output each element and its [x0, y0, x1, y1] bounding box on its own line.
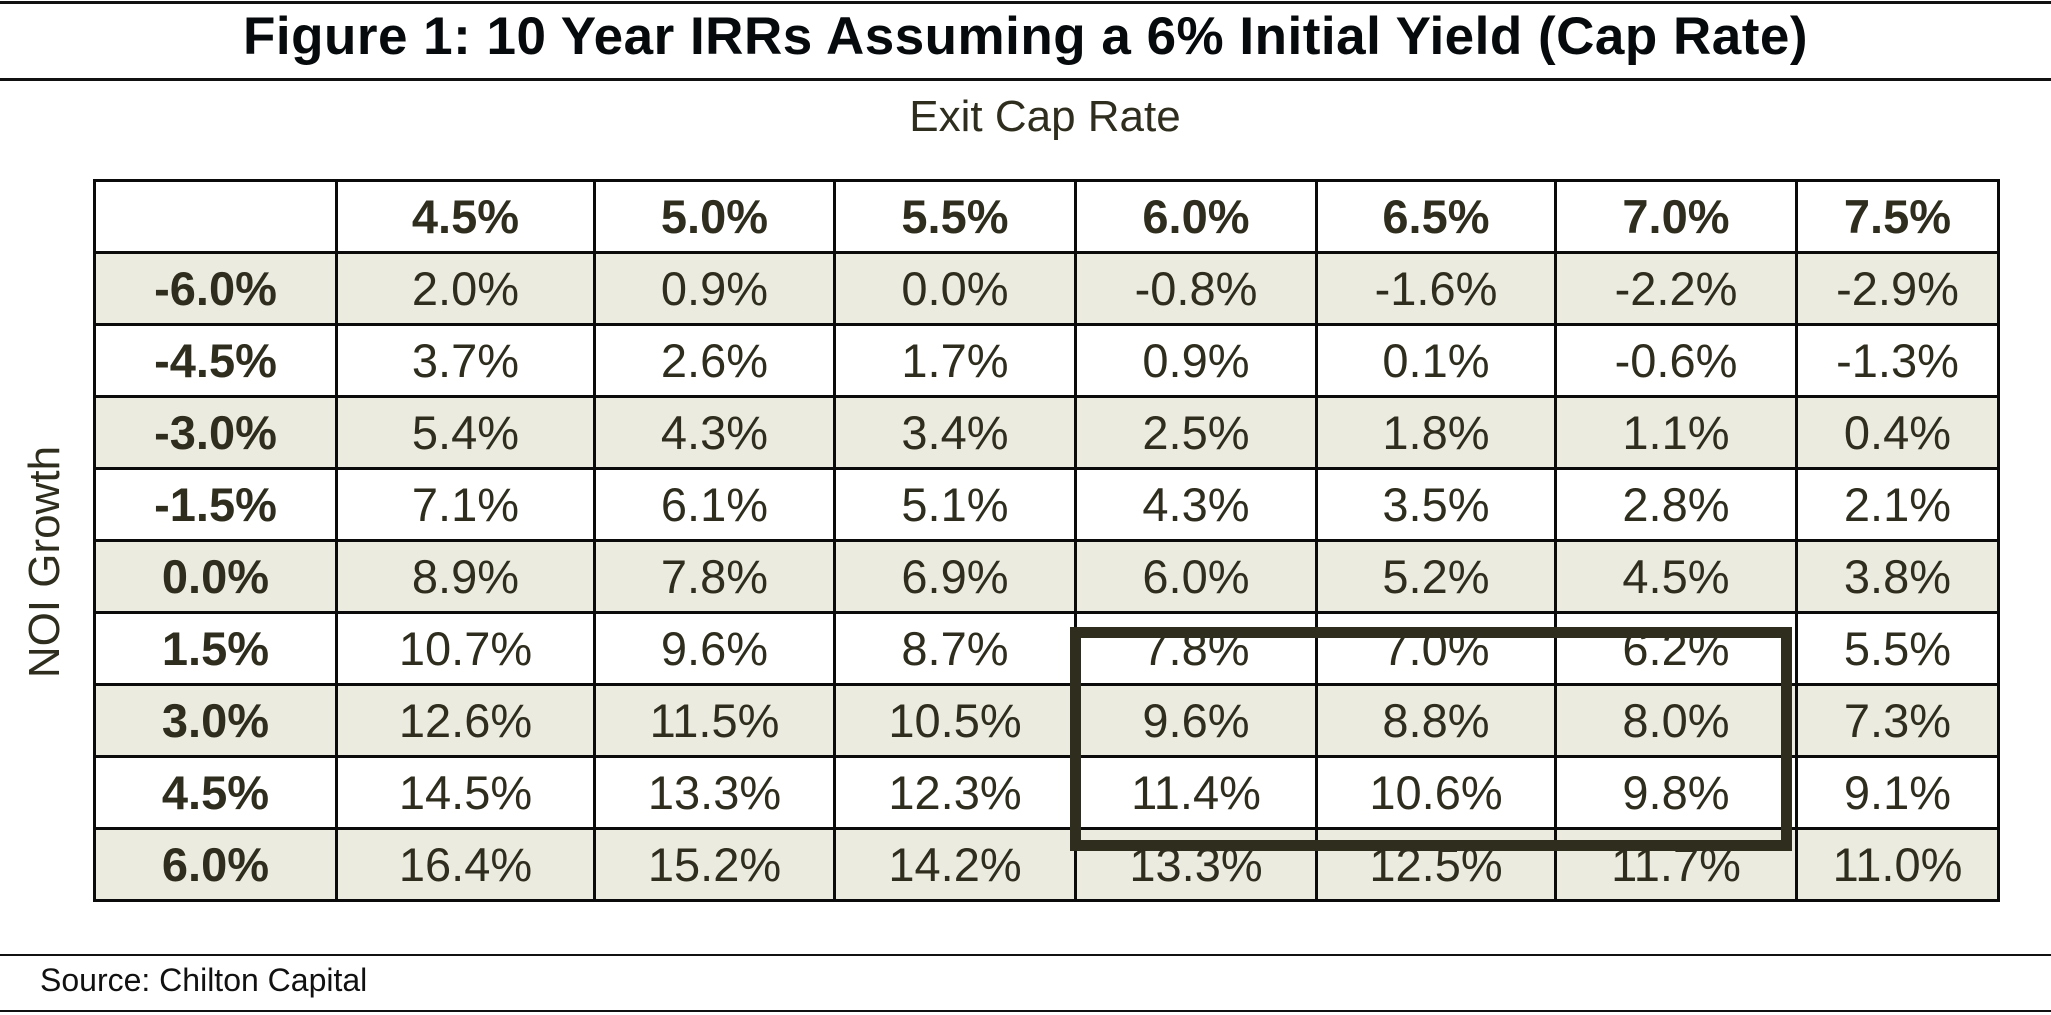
irr-cell: 7.1% — [335, 467, 596, 542]
table-row: -6.0% 2.0% 0.9% 0.0% -0.8% -1.6% -2.2% -2.9% — [93, 251, 2000, 326]
irr-cell: 9.1% — [1795, 755, 2000, 830]
table-row: 3.0% 12.6% 11.5% 10.5% 9.6% 8.8% 8.0% 7.3% — [93, 683, 2000, 758]
corner-cell — [93, 179, 338, 254]
irr-cell: 0.1% — [1315, 323, 1557, 398]
irr-cell: 9.6% — [593, 611, 836, 686]
irr-cell: 11.7% — [1554, 827, 1798, 902]
table-row: -4.5% 3.7% 2.6% 1.7% 0.9% 0.1% -0.6% -1.3% — [93, 323, 2000, 398]
column-header: 7.0% — [1554, 179, 1798, 254]
irr-cell: 13.3% — [593, 755, 836, 830]
irr-cell: 6.1% — [593, 467, 836, 542]
irr-cell: 1.8% — [1315, 395, 1557, 470]
irr-cell: 13.3% — [1074, 827, 1318, 902]
row-header: -1.5% — [93, 467, 338, 542]
irr-cell: 0.9% — [593, 251, 836, 326]
source-note: Source: Chilton Capital — [40, 962, 368, 998]
row-header: 0.0% — [93, 539, 338, 614]
irr-cell: 0.0% — [833, 251, 1077, 326]
column-header: 7.5% — [1795, 179, 2000, 254]
irr-cell: 12.3% — [833, 755, 1077, 830]
irr-cell: -1.3% — [1795, 323, 2000, 398]
table-row: -1.5% 7.1% 6.1% 5.1% 4.3% 3.5% 2.8% 2.1% — [93, 467, 2000, 542]
irr-cell: 10.6% — [1315, 755, 1557, 830]
irr-cell: 6.9% — [833, 539, 1077, 614]
irr-cell: 5.1% — [833, 467, 1077, 542]
irr-cell: 8.7% — [833, 611, 1077, 686]
irr-cell: 4.3% — [1074, 467, 1318, 542]
irr-cell: 0.9% — [1074, 323, 1318, 398]
table-row: 1.5% 10.7% 9.6% 8.7% 7.8% 7.0% 6.2% 5.5% — [93, 611, 2000, 686]
irr-cell: 2.5% — [1074, 395, 1318, 470]
irr-cell: 4.5% — [1554, 539, 1798, 614]
row-header: 4.5% — [93, 755, 338, 830]
column-header: 5.5% — [833, 179, 1077, 254]
irr-cell: 5.4% — [335, 395, 596, 470]
column-header: 6.5% — [1315, 179, 1557, 254]
irr-cell: 2.1% — [1795, 467, 2000, 542]
irr-cell: 9.6% — [1074, 683, 1318, 758]
irr-cell: 15.2% — [593, 827, 836, 902]
table-row: 4.5% 14.5% 13.3% 12.3% 11.4% 10.6% 9.8% 9.1% — [93, 755, 2000, 830]
row-header: 6.0% — [93, 827, 338, 902]
irr-cell: 2.6% — [593, 323, 836, 398]
irr-cell: 2.0% — [335, 251, 596, 326]
top-rule — [0, 1, 2051, 4]
irr-cell: 12.5% — [1315, 827, 1557, 902]
irr-cell: -0.6% — [1554, 323, 1798, 398]
irr-cell: 0.4% — [1795, 395, 2000, 470]
irr-cell: 7.8% — [593, 539, 836, 614]
column-header: 5.0% — [593, 179, 836, 254]
row-header: 1.5% — [93, 611, 338, 686]
irr-cell: 3.7% — [335, 323, 596, 398]
irr-cell: 11.4% — [1074, 755, 1318, 830]
row-header: -4.5% — [93, 323, 338, 398]
row-header: -3.0% — [93, 395, 338, 470]
title-rule — [0, 78, 2051, 81]
irr-cell: 5.5% — [1795, 611, 2000, 686]
irr-cell: 3.8% — [1795, 539, 2000, 614]
irr-cell: 8.9% — [335, 539, 596, 614]
row-axis-label: NOI Growth — [20, 445, 69, 679]
irr-cell: -2.9% — [1795, 251, 2000, 326]
irr-cell: 11.0% — [1795, 827, 2000, 902]
irr-cell: 14.5% — [335, 755, 596, 830]
irr-cell: 8.8% — [1315, 683, 1557, 758]
header-row: 4.5% 5.0% 5.5% 6.0% 6.5% 7.0% 7.5% — [93, 179, 2000, 254]
irr-cell: 7.0% — [1315, 611, 1557, 686]
irr-cell: 14.2% — [833, 827, 1077, 902]
irr-cell: 4.3% — [593, 395, 836, 470]
irr-cell: 10.7% — [335, 611, 596, 686]
irr-cell: 3.4% — [833, 395, 1077, 470]
column-header: 4.5% — [335, 179, 596, 254]
irr-cell: 10.5% — [833, 683, 1077, 758]
irr-cell: 2.8% — [1554, 467, 1798, 542]
irr-cell: 1.1% — [1554, 395, 1798, 470]
irr-cell: -1.6% — [1315, 251, 1557, 326]
source-rule-bottom — [0, 1010, 2051, 1012]
column-header: 6.0% — [1074, 179, 1318, 254]
column-axis-label: Exit Cap Rate — [909, 92, 1181, 141]
irr-cell: -0.8% — [1074, 251, 1318, 326]
irr-cell: 7.8% — [1074, 611, 1318, 686]
irr-table: 4.5% 5.0% 5.5% 6.0% 6.5% 7.0% 7.5% -6.0% 2.0% 0.9… — [93, 179, 2000, 902]
irr-cell: 16.4% — [335, 827, 596, 902]
irr-cell: 3.5% — [1315, 467, 1557, 542]
irr-cell: 12.6% — [335, 683, 596, 758]
irr-cell: 1.7% — [833, 323, 1077, 398]
figure-title: Figure 1: 10 Year IRRs Assuming a 6% Ini… — [242, 7, 1809, 66]
irr-cell: 6.2% — [1554, 611, 1798, 686]
irr-cell: 8.0% — [1554, 683, 1798, 758]
source-rule-top — [0, 954, 2051, 956]
table-row: -3.0% 5.4% 4.3% 3.4% 2.5% 1.8% 1.1% 0.4% — [93, 395, 2000, 470]
table-row: 0.0% 8.9% 7.8% 6.9% 6.0% 5.2% 4.5% 3.8% — [93, 539, 2000, 614]
irr-cell: 5.2% — [1315, 539, 1557, 614]
table-row: 6.0% 16.4% 15.2% 14.2% 13.3% 12.5% 11.7% 11.0% — [93, 827, 2000, 902]
row-header: -6.0% — [93, 251, 338, 326]
irr-cell: 11.5% — [593, 683, 836, 758]
irr-cell: 9.8% — [1554, 755, 1798, 830]
row-header: 3.0% — [93, 683, 338, 758]
irr-cell: 6.0% — [1074, 539, 1318, 614]
irr-cell: -2.2% — [1554, 251, 1798, 326]
irr-cell: 7.3% — [1795, 683, 2000, 758]
